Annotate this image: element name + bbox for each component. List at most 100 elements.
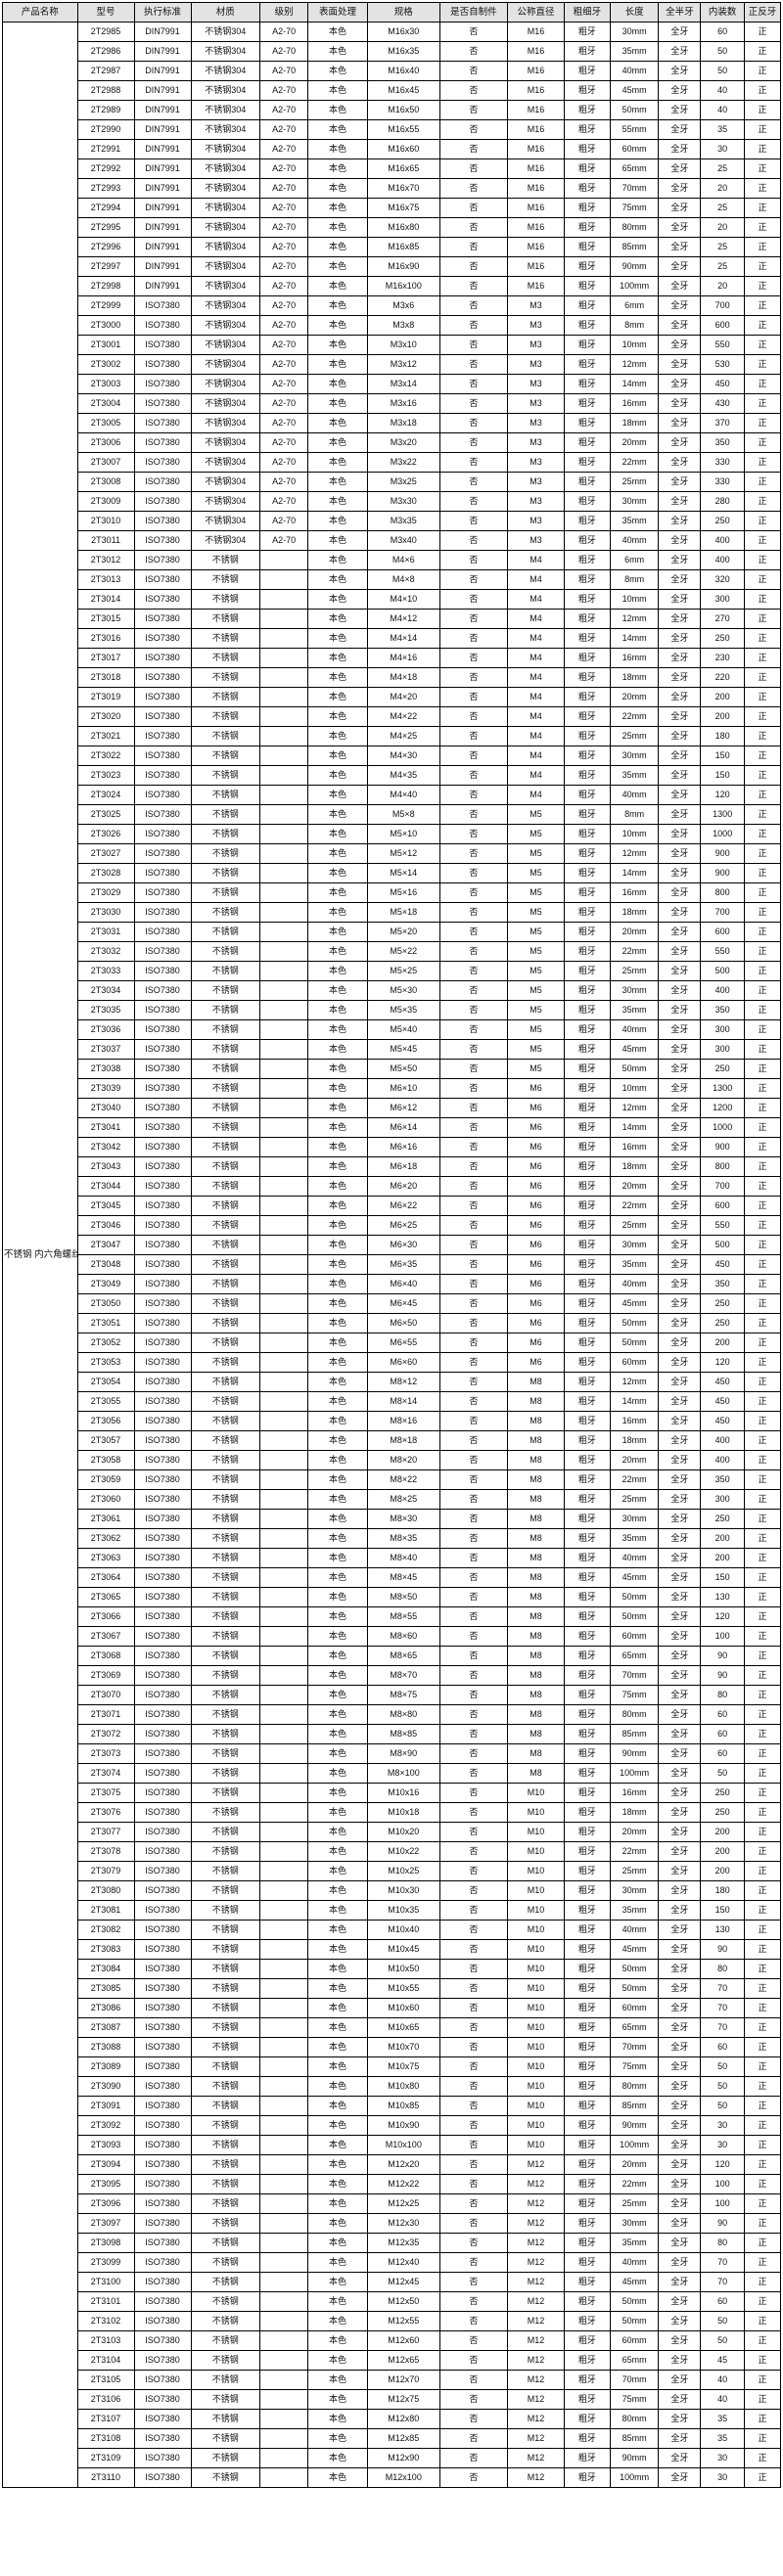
cell-surface-treatment: 本色 <box>307 2017 368 2038</box>
cell-self-made: 否 <box>438 1333 508 1353</box>
cell-standard: ISO7380 <box>133 1039 192 1060</box>
cell-model: 2T3060 <box>76 1489 135 1510</box>
cell-grade <box>258 785 309 805</box>
cell-nominal-diameter: M8 <box>506 1606 565 1627</box>
cell-specification: M10x18 <box>366 1802 440 1823</box>
cell-grade <box>258 1372 309 1392</box>
cell-material: 不锈钢 <box>190 2467 260 2488</box>
cell-material: 不锈钢 <box>190 1235 260 1255</box>
cell-specification: M8×60 <box>366 1626 440 1647</box>
table-row: 2T3014 ISO7380 不锈钢 本色 M4×10 否 M4 粗牙 10mm 全牙 300 正 <box>3 589 782 610</box>
cell-thread-coverage: 全牙 <box>658 1978 702 1999</box>
cell-standard: ISO7380 <box>133 589 192 610</box>
cell-surface-treatment: 本色 <box>307 511 368 531</box>
cell-thread-coverage: 全牙 <box>658 413 702 433</box>
cell-thread-direction: 正 <box>743 804 782 825</box>
cell-inner-pack-qty: 120 <box>700 1606 745 1627</box>
cell-thread-pitch: 粗牙 <box>563 2096 611 2116</box>
cell-thread-pitch: 粗牙 <box>563 726 611 746</box>
cell-specification: M3x35 <box>366 511 440 531</box>
cell-length: 70mm <box>609 2370 660 2390</box>
cell-inner-pack-qty: 30 <box>700 2467 745 2488</box>
cell-nominal-diameter: M10 <box>506 1900 565 1921</box>
cell-surface-treatment: 本色 <box>307 2311 368 2331</box>
cell-standard: ISO7380 <box>133 1704 192 1725</box>
cell-thread-direction: 正 <box>743 2135 782 2155</box>
cell-standard: ISO7380 <box>133 1489 192 1510</box>
cell-surface-treatment: 本色 <box>307 961 368 981</box>
cell-thread-direction: 正 <box>743 315 782 336</box>
cell-surface-treatment: 本色 <box>307 2291 368 2312</box>
cell-self-made: 否 <box>438 1156 508 1177</box>
cell-thread-direction: 正 <box>743 2252 782 2273</box>
cell-thread-direction: 正 <box>743 1587 782 1607</box>
cell-inner-pack-qty: 1300 <box>700 1078 745 1099</box>
cell-surface-treatment: 本色 <box>307 1567 368 1588</box>
cell-surface-treatment: 本色 <box>307 276 368 296</box>
cell-thread-pitch: 粗牙 <box>563 61 611 81</box>
cell-surface-treatment: 本色 <box>307 2330 368 2351</box>
cell-material: 不锈钢304 <box>190 178 260 199</box>
cell-model: 2T3059 <box>76 1469 135 1490</box>
cell-surface-treatment: 本色 <box>307 1959 368 1979</box>
cell-self-made: 否 <box>438 1939 508 1960</box>
cell-nominal-diameter: M16 <box>506 237 565 257</box>
cell-standard: ISO7380 <box>133 1391 192 1412</box>
cell-grade <box>258 1176 309 1197</box>
cell-surface-treatment: 本色 <box>307 648 368 668</box>
cell-length: 18mm <box>609 413 660 433</box>
column-header-nominal-diameter: 公称直径 <box>506 2 565 23</box>
cell-material: 不锈钢 <box>190 1685 260 1705</box>
cell-thread-coverage: 全牙 <box>658 217 702 238</box>
cell-thread-coverage: 全牙 <box>658 2370 702 2390</box>
cell-thread-pitch: 粗牙 <box>563 785 611 805</box>
cell-thread-direction: 正 <box>743 941 782 962</box>
cell-thread-direction: 正 <box>743 2154 782 2175</box>
cell-thread-pitch: 粗牙 <box>563 1489 611 1510</box>
cell-specification: M5×14 <box>366 863 440 883</box>
table-row: 2T3005 ISO7380 不锈钢304 A2-70 本色 M3x18 否 M3 粗牙 18mm… <box>3 413 782 433</box>
cell-model: 2T3011 <box>76 530 135 551</box>
cell-thread-direction: 正 <box>743 1059 782 1079</box>
cell-thread-coverage: 全牙 <box>658 1900 702 1921</box>
cell-material: 不锈钢 <box>190 667 260 688</box>
cell-thread-direction: 正 <box>743 237 782 257</box>
cell-length: 12mm <box>609 609 660 629</box>
cell-thread-pitch: 粗牙 <box>563 863 611 883</box>
cell-thread-coverage: 全牙 <box>658 276 702 296</box>
cell-self-made: 否 <box>438 2448 508 2468</box>
cell-grade <box>258 2409 309 2429</box>
cell-specification: M12x30 <box>366 2213 440 2234</box>
cell-thread-pitch: 粗牙 <box>563 2330 611 2351</box>
cell-specification: M5×8 <box>366 804 440 825</box>
cell-thread-coverage: 全牙 <box>658 1802 702 1823</box>
column-header-length: 长度 <box>609 2 660 23</box>
cell-material: 不锈钢304 <box>190 198 260 218</box>
table-row: 2T3065 ISO7380 不锈钢 本色 M8×50 否 M8 粗牙 50mm 全牙 130 正 <box>3 1587 782 1607</box>
cell-grade <box>258 980 309 1001</box>
cell-thread-pitch: 粗牙 <box>563 1059 611 1079</box>
cell-surface-treatment: 本色 <box>307 1293 368 1314</box>
cell-specification: M5×20 <box>366 922 440 942</box>
cell-thread-direction: 正 <box>743 1900 782 1921</box>
cell-specification: M8×50 <box>366 1587 440 1607</box>
cell-material: 不锈钢 <box>190 941 260 962</box>
cell-thread-coverage: 全牙 <box>658 1078 702 1099</box>
cell-surface-treatment: 本色 <box>307 726 368 746</box>
cell-inner-pack-qty: 250 <box>700 511 745 531</box>
cell-grade <box>258 1117 309 1138</box>
cell-specification: M3x16 <box>366 393 440 414</box>
cell-grade <box>258 1274 309 1294</box>
cell-length: 50mm <box>609 100 660 120</box>
cell-model: 2T3086 <box>76 1998 135 2018</box>
cell-self-made: 否 <box>438 804 508 825</box>
cell-specification: M8×22 <box>366 1469 440 1490</box>
cell-grade <box>258 1215 309 1236</box>
cell-thread-direction: 正 <box>743 550 782 570</box>
cell-thread-direction: 正 <box>743 667 782 688</box>
table-row: 2T3061 ISO7380 不锈钢 本色 M8×30 否 M8 粗牙 30mm 全牙 250 正 <box>3 1509 782 1529</box>
cell-specification: M6×22 <box>366 1196 440 1216</box>
cell-thread-coverage: 全牙 <box>658 2389 702 2410</box>
cell-length: 50mm <box>609 1059 660 1079</box>
cell-material: 不锈钢 <box>190 1156 260 1177</box>
